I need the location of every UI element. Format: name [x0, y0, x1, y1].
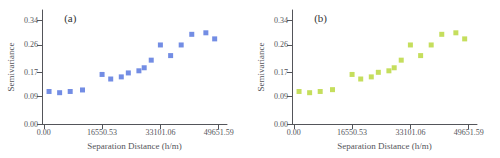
- svg-text:0.00: 0.00: [274, 119, 288, 129]
- svg-text:49651.59: 49651.59: [454, 128, 484, 137]
- svg-text:0.26: 0.26: [274, 40, 288, 49]
- svg-text:Separation Distance (h/m): Separation Distance (h/m): [337, 141, 431, 151]
- svg-text:Semivariance: Semivariance: [256, 43, 266, 92]
- svg-text:16550.53: 16550.53: [337, 128, 367, 137]
- svg-text:0.09: 0.09: [274, 92, 288, 101]
- svg-text:0.34: 0.34: [274, 16, 288, 25]
- svg-text:0.09: 0.09: [24, 92, 38, 101]
- svg-text:0.00: 0.00: [24, 119, 38, 129]
- svg-text:(b): (b): [314, 12, 327, 25]
- svg-text:Semivariance: Semivariance: [6, 43, 16, 92]
- svg-text:(a): (a): [64, 12, 77, 25]
- svg-text:0.00: 0.00: [287, 128, 301, 137]
- svg-text:33101.06: 33101.06: [145, 128, 175, 137]
- svg-text:16550.53: 16550.53: [87, 128, 117, 137]
- svg-text:0.00: 0.00: [37, 128, 51, 137]
- svg-text:33101.06: 33101.06: [395, 128, 425, 137]
- svg-text:0.26: 0.26: [24, 40, 38, 49]
- svg-text:0.17: 0.17: [274, 68, 288, 77]
- svg-text:0.34: 0.34: [24, 16, 38, 25]
- svg-text:0.17: 0.17: [24, 68, 38, 77]
- svg-text:49651.59: 49651.59: [204, 128, 234, 137]
- svg-text:Separation Distance (h/m): Separation Distance (h/m): [87, 141, 181, 151]
